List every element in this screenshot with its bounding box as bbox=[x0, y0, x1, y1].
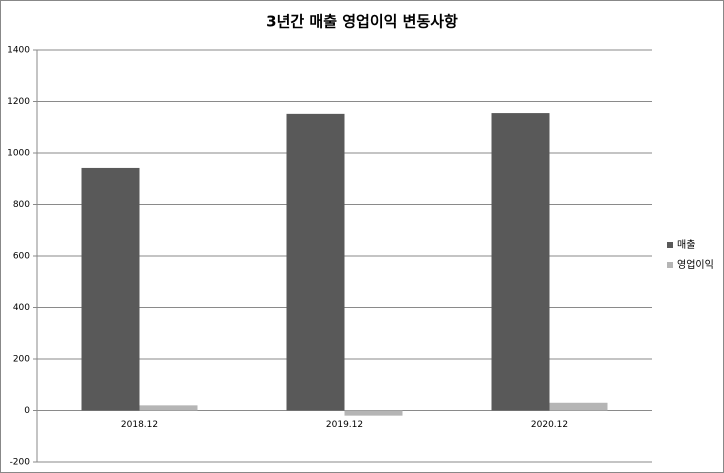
bar bbox=[344, 410, 403, 416]
legend-label: 영업이익 bbox=[677, 258, 714, 271]
bar bbox=[491, 113, 550, 411]
y-tick-label: 400 bbox=[13, 303, 30, 313]
y-tick-label: 200 bbox=[13, 355, 30, 365]
y-tick-label: 800 bbox=[13, 200, 30, 210]
y-tick-label: 0 bbox=[24, 406, 30, 416]
x-tick-label: 2020.12 bbox=[531, 420, 568, 430]
legend-swatch bbox=[667, 262, 673, 268]
legend-label: 매출 bbox=[677, 239, 695, 251]
y-tick-label: 600 bbox=[13, 252, 30, 262]
x-tick-label: 2018.12 bbox=[121, 420, 158, 430]
y-tick-label: 1200 bbox=[7, 97, 30, 107]
y-tick-label: 1400 bbox=[7, 46, 30, 56]
bar bbox=[139, 405, 198, 411]
bar bbox=[549, 402, 608, 411]
chart-title: 3년간 매출 영업이익 변동사항 bbox=[266, 13, 458, 31]
bar bbox=[81, 167, 140, 411]
legend-swatch bbox=[667, 242, 673, 248]
x-tick-label: 2019.12 bbox=[326, 420, 363, 430]
y-tick-label: 1000 bbox=[7, 149, 30, 159]
bar bbox=[286, 113, 345, 411]
y-tick-label: -200 bbox=[10, 458, 31, 468]
